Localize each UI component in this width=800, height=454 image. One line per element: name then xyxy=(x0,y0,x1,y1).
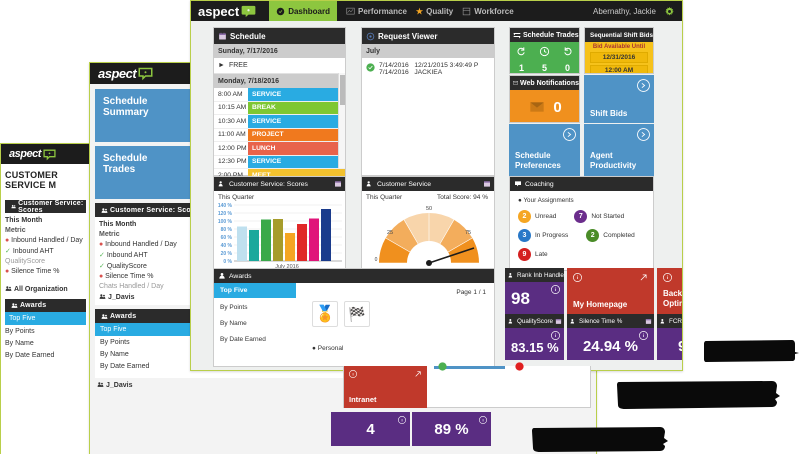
svg-text:75: 75 xyxy=(465,230,471,236)
svg-text:50: 50 xyxy=(426,206,432,212)
svg-text:i: i xyxy=(577,275,578,280)
svg-text:20 %: 20 % xyxy=(221,251,233,257)
svg-text:0 %: 0 % xyxy=(223,259,232,265)
svg-text:100 %: 100 % xyxy=(218,219,233,225)
svg-text:i: i xyxy=(555,333,556,338)
svg-text:120 %: 120 % xyxy=(218,211,233,217)
svg-text:140 %: 140 % xyxy=(218,203,233,209)
svg-text:i: i xyxy=(667,275,668,280)
svg-text:i: i xyxy=(482,417,483,422)
svg-text:60 %: 60 % xyxy=(221,235,233,241)
svg-text:80 %: 80 % xyxy=(221,227,233,233)
svg-text:0: 0 xyxy=(375,257,378,263)
svg-text:i: i xyxy=(352,371,353,376)
svg-text:25: 25 xyxy=(387,230,393,236)
svg-text:i: i xyxy=(401,417,402,422)
svg-text:i: i xyxy=(555,287,556,292)
svg-text:40 %: 40 % xyxy=(221,243,233,249)
